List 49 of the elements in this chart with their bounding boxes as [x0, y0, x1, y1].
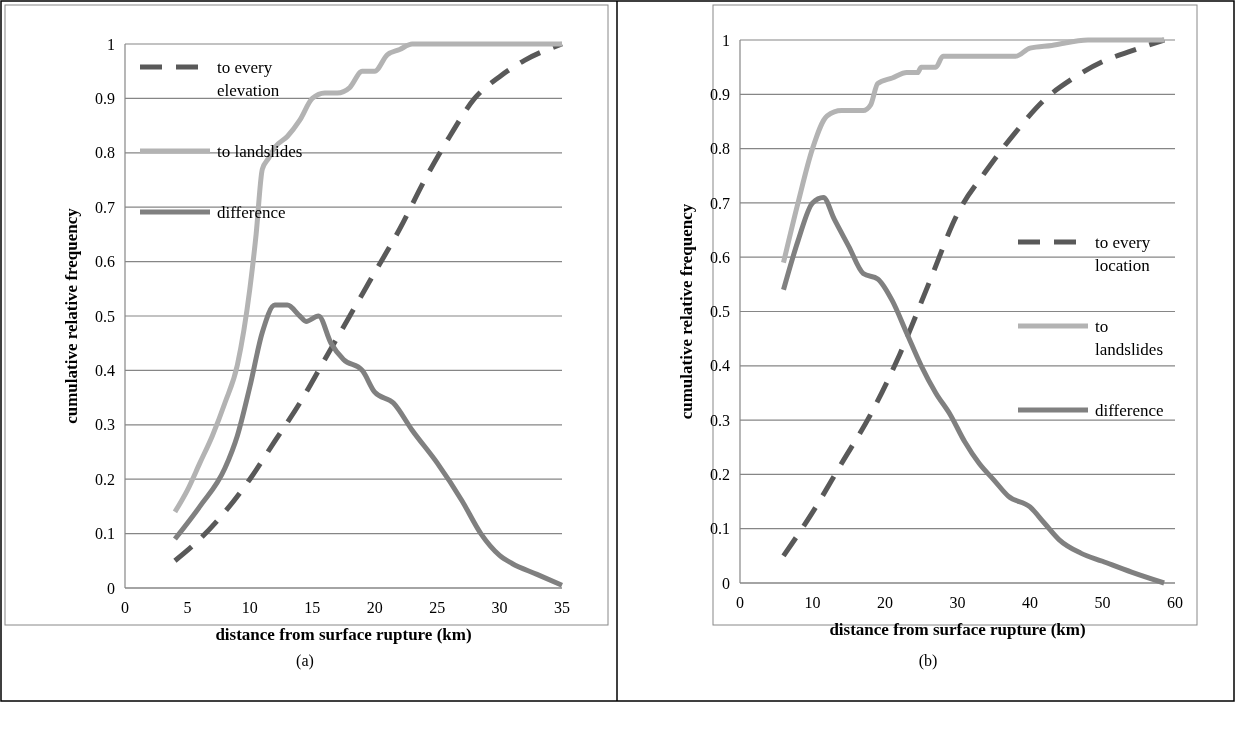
legend-label: difference [217, 202, 286, 222]
legend-label: difference [1095, 400, 1164, 420]
x-tick-label: 35 [554, 599, 570, 616]
y-tick-label: 0.1 [710, 520, 730, 538]
y-tick-label: 0.9 [710, 85, 730, 103]
legend-label: to every location [1095, 232, 1151, 275]
y-axis-title: cumulative relative frequency [677, 203, 696, 420]
y-tick-label: 0.5 [710, 303, 730, 321]
x-tick-label: 50 [1094, 594, 1111, 611]
legend-label: to landslides [1095, 316, 1163, 359]
y-tick-label: 0.1 [95, 525, 115, 543]
y-tick-label: 0.4 [95, 362, 115, 379]
x-tick-label: 5 [183, 599, 192, 616]
y-tick-label: 0.8 [95, 144, 115, 162]
y-axis-title: cumulative relative frequency [62, 207, 81, 424]
text: (b) [918, 652, 938, 670]
x-tick-label: 10 [804, 594, 821, 611]
x-tick-label: 20 [877, 594, 893, 611]
y-tick-label: 0.7 [710, 194, 730, 212]
text: (a) [296, 652, 314, 670]
y-tick-label: 0 [107, 579, 115, 597]
x-tick-label: 40 [1022, 594, 1038, 611]
y-tick-label: 0.6 [710, 248, 730, 266]
y-tick-label: 0.4 [710, 357, 730, 375]
x-axis-title: distance from surface rupture (km) [215, 625, 472, 644]
legend-label: to landslides [217, 141, 303, 161]
y-tick-label: 0 [722, 574, 730, 592]
y-tick-label: 0.5 [95, 307, 115, 325]
y-tick-label: 0.3 [95, 416, 115, 434]
x-tick-label: 20 [366, 599, 383, 616]
y-tick-label: 0.2 [710, 466, 730, 483]
x-tick-label: 30 [949, 594, 966, 611]
x-axis-title: distance from surface rupture (km) [829, 620, 1086, 639]
y-tick-label: 0.3 [710, 411, 730, 429]
x-tick-label: 60 [1167, 594, 1183, 611]
y-tick-label: 1 [107, 35, 115, 53]
x-tick-label: 10 [241, 599, 258, 616]
legend-label: to every elevation [217, 57, 280, 100]
y-tick-label: 0.7 [95, 198, 115, 216]
x-tick-label: 25 [429, 599, 446, 616]
y-tick-label: 0.9 [95, 90, 115, 107]
y-tick-label: 0.2 [95, 470, 115, 488]
y-tick-label: 0.8 [710, 140, 730, 158]
x-tick-label: 30 [491, 599, 508, 616]
y-tick-label: 0.6 [95, 253, 115, 271]
x-tick-label: 0 [736, 594, 744, 611]
y-tick-label: 1 [722, 31, 730, 49]
x-tick-label: 0 [121, 599, 129, 616]
x-tick-label: 15 [304, 599, 321, 616]
